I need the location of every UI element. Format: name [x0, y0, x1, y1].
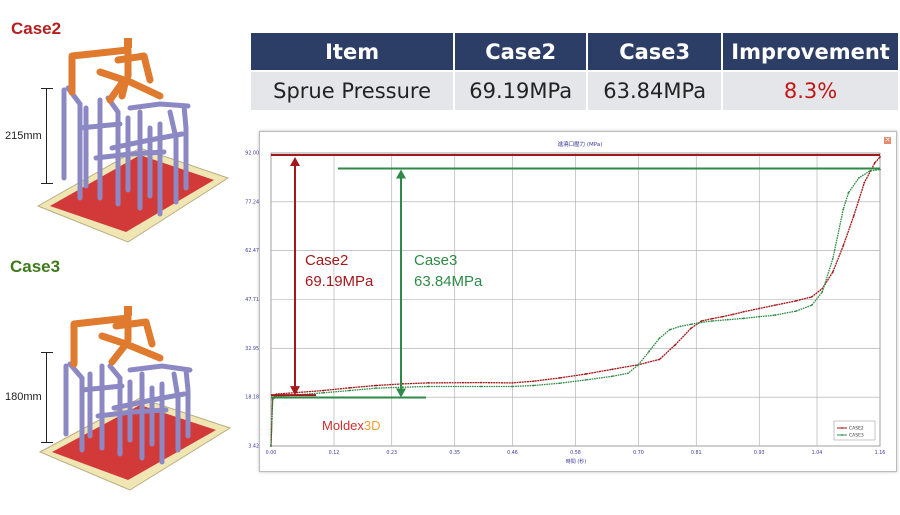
- y-tick-label: 32.95: [245, 346, 259, 352]
- header-improvement: Improvement: [721, 31, 900, 72]
- case2-annotation-value: 69.19MPa: [305, 273, 374, 290]
- comparison-table: Item Case2 Case3 Improvement Sprue Press…: [248, 31, 900, 112]
- case3-height-dimension: [41, 352, 53, 443]
- table-row: Sprue Pressure 69.19MPa 63.84MPa 8.3%: [248, 70, 900, 112]
- y-tick-label: 92.00: [245, 151, 259, 157]
- case2-title: Case2: [11, 19, 62, 38]
- y-tick-label: 18.18: [245, 395, 259, 401]
- case2-model-illustration: [36, 38, 230, 243]
- case2-annotation-title: Case2: [305, 252, 349, 269]
- cell-case2: 69.19MPa: [453, 70, 589, 112]
- header-item: Item: [248, 31, 456, 72]
- case2-height-dimension: [41, 88, 53, 184]
- header-case2: Case2: [453, 31, 589, 72]
- cell-improvement: 8.3%: [721, 70, 900, 112]
- y-tick-label: 3.42: [248, 444, 259, 450]
- case3-annotation-value: 63.84MPa: [414, 273, 483, 290]
- y-tick-label: 77.24: [245, 199, 259, 205]
- cell-case3: 63.84MPa: [586, 70, 724, 112]
- moldex3d-logo: Moldex3D: [322, 418, 381, 433]
- logo-main: Moldex: [322, 418, 364, 433]
- y-tick-label: 47.71: [245, 297, 259, 303]
- case2-height-label: 215mm: [5, 130, 42, 142]
- y-tick-label: 62.47: [245, 248, 259, 254]
- case3-height-label: 180mm: [5, 391, 42, 403]
- logo-suffix: 3D: [363, 418, 381, 433]
- cell-item: Sprue Pressure: [248, 70, 456, 112]
- header-case3: Case3: [586, 31, 724, 72]
- case3-title: Case3: [10, 257, 61, 276]
- table-header-row: Item Case2 Case3 Improvement: [248, 31, 900, 72]
- case3-annotation-title: Case3: [414, 252, 458, 269]
- close-icon[interactable]: ✕: [884, 137, 891, 144]
- case3-model-illustration: [38, 306, 232, 491]
